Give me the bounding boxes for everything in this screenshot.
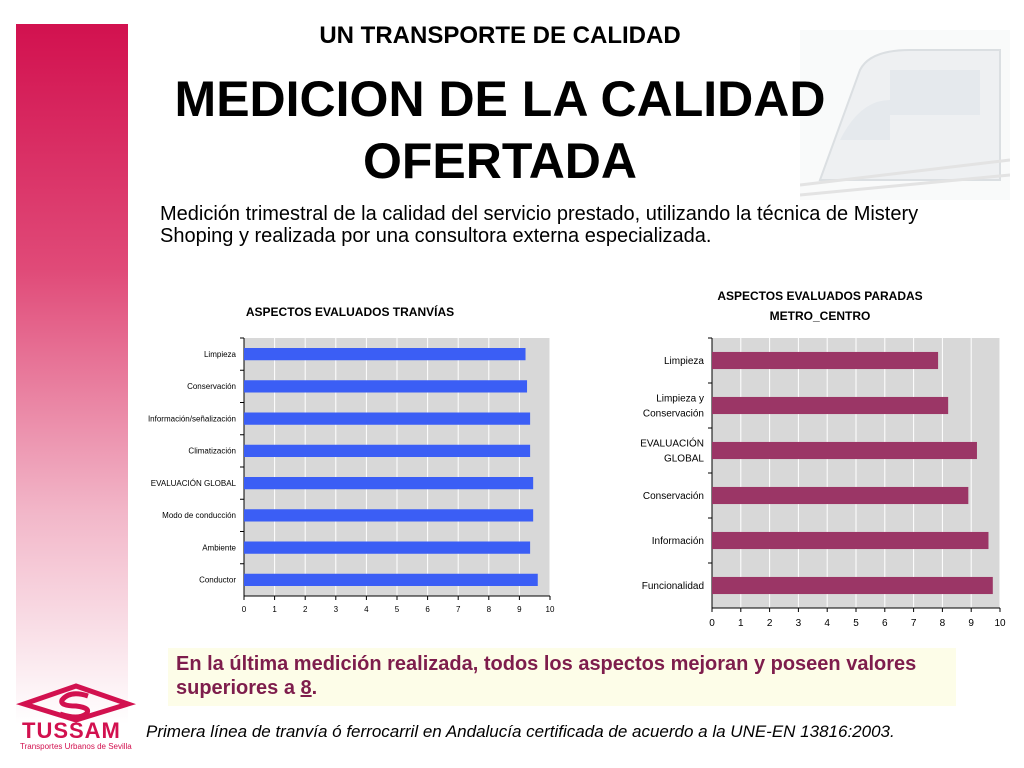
category-label: Limpieza: [204, 350, 237, 359]
bar: [244, 380, 528, 393]
page-title: MEDICION DE LA CALIDAD OFERTADA: [0, 68, 1000, 192]
bar: [712, 531, 989, 550]
bar: [244, 509, 534, 522]
tick-label: 6: [425, 605, 430, 614]
category-label: EVALUACIÓN: [640, 437, 704, 450]
tick-label: 9: [968, 618, 974, 629]
logo-tagline: Transportes Urbanos de Sevilla: [20, 742, 132, 751]
category-label: Limpieza: [664, 356, 704, 367]
tussam-logo-icon: [16, 683, 136, 723]
callout-box: En la última medición realizada, todos l…: [168, 648, 956, 706]
category-label: Información/señalización: [148, 414, 236, 423]
tram-chart-title: ASPECTOS EVALUADOS TRANVÍAS: [245, 305, 455, 319]
tick-label: 4: [824, 618, 830, 629]
decorative-sidebar: [16, 24, 128, 724]
category-label: Conservación: [643, 409, 704, 420]
tick-label: 7: [911, 618, 917, 629]
bar: [712, 576, 993, 595]
tick-label: 5: [853, 618, 859, 629]
tick-label: 0: [242, 605, 247, 614]
title-line-1: MEDICION DE LA CALIDAD: [174, 71, 826, 127]
tick-label: 8: [487, 605, 492, 614]
category-label: GLOBAL: [664, 454, 704, 465]
metro-chart-title-line-2: METRO_CENTRO: [769, 309, 871, 323]
title-line-2: OFERTADA: [362, 133, 638, 189]
metro-chart: Limpieza Limpieza y Conservación EVALUACIÓN…: [640, 337, 1006, 629]
category-label: Información: [652, 536, 704, 547]
bar: [244, 573, 538, 587]
tick-label: 7: [456, 605, 461, 614]
bar: [244, 412, 531, 425]
category-label: Conservación: [643, 491, 704, 502]
footer-note: Primera línea de tranvía ó ferrocarril e…: [146, 722, 895, 741]
bar: [712, 351, 939, 370]
bar: [712, 486, 969, 505]
callout-end: .: [311, 677, 318, 699]
tram-image: [800, 30, 1010, 200]
tick-label: 0: [709, 618, 715, 629]
category-label: Limpieza y: [656, 394, 704, 405]
bar: [244, 347, 526, 361]
category-label: Ambiente: [202, 543, 236, 552]
category-label: Conductor: [199, 576, 236, 585]
category-label: Climatización: [188, 447, 236, 456]
bar: [244, 476, 534, 490]
tick-label: 2: [303, 605, 308, 614]
tick-label: 3: [334, 605, 339, 614]
callout-number: 8: [300, 677, 312, 699]
tick-label: 6: [882, 618, 888, 629]
tick-label: 10: [546, 605, 555, 614]
bar: [244, 444, 531, 458]
tick-label: 4: [364, 605, 369, 614]
page-subtitle: UN TRANSPORTE DE CALIDAD: [319, 22, 681, 49]
category-label: Modo de conducción: [162, 511, 236, 520]
tick-label: 1: [738, 618, 744, 629]
callout-text: En la última medición realizada, todos l…: [176, 653, 917, 699]
metro-chart-title: ASPECTOS EVALUADOS PARADAS METRO_CENTRO: [690, 286, 950, 326]
tick-label: 5: [395, 605, 400, 614]
bar: [712, 396, 949, 415]
category-label: Conservación: [187, 382, 236, 391]
metro-chart-title-line-1: ASPECTOS EVALUADOS PARADAS: [717, 289, 923, 303]
tram-chart: Limpieza Conservación Información/señaliza…: [148, 337, 555, 614]
intro-text: Medición trimestral de la calidad del se…: [160, 203, 919, 247]
tick-label: 1: [272, 605, 277, 614]
category-label: Funcionalidad: [642, 581, 704, 592]
bar: [712, 441, 977, 460]
tick-label: 2: [767, 618, 773, 629]
tick-label: 9: [517, 605, 522, 614]
bar: [244, 541, 531, 554]
logo-name: TUSSAM: [22, 718, 121, 743]
tick-label: 3: [796, 618, 802, 629]
tick-label: 8: [940, 618, 946, 629]
category-label: EVALUACIÓN GLOBAL: [151, 479, 237, 488]
tick-label: 10: [994, 618, 1006, 629]
